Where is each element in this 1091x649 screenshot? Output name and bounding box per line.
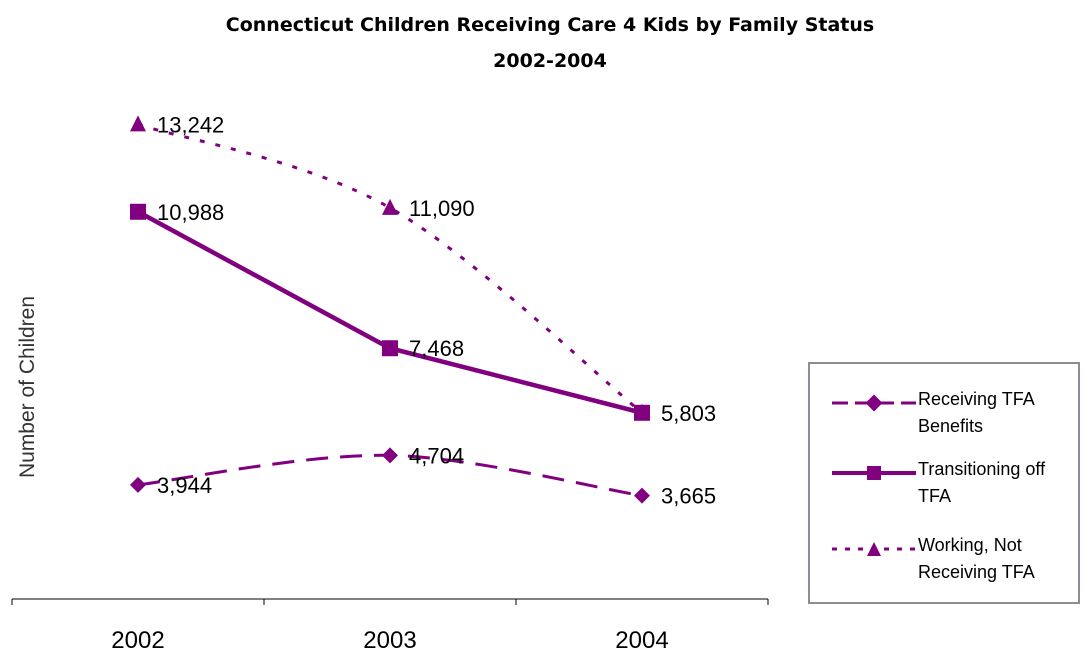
legend-swatch-working-not-receiving (832, 542, 916, 556)
data-point-diamond (382, 447, 398, 464)
data-label: 7,468 (409, 336, 464, 361)
series-line-2 (136, 209, 643, 415)
data-point-triangle (130, 115, 146, 132)
data-point-triangle (382, 198, 398, 215)
legend: Receiving TFA Benefits Transitioning off… (808, 362, 1080, 604)
legend-item-working-not-receiving: Working, Not Receiving TFA (810, 532, 1078, 588)
legend-label-working-not-receiving: Working, Not Receiving TFA (918, 535, 1035, 582)
legend-label-receiving-tfa: Receiving TFA Benefits (918, 389, 1034, 436)
data-point-triangle (634, 403, 650, 420)
chart-subtitle: 2002-2004 (493, 50, 607, 72)
data-point-diamond (634, 487, 650, 504)
data-point-diamond (130, 476, 146, 493)
legend-swatch-receiving-tfa (832, 394, 916, 412)
legend-item-receiving-tfa: Receiving TFA Benefits (810, 386, 1078, 442)
data-label: 10,988 (157, 200, 224, 225)
legend-swatch-transitioning-off-tfa (832, 466, 916, 480)
x-tick-label: 2002 (111, 627, 164, 649)
legend-item-transitioning-off-tfa: Transitioning off TFA (810, 456, 1078, 512)
data-label: 3,944 (157, 473, 212, 498)
legend-label-transitioning-off-tfa: Transitioning off TFA (918, 459, 1046, 506)
data-label: 3,665 (661, 484, 716, 509)
data-label: 13,242 (157, 112, 224, 137)
data-label: 4,704 (409, 443, 464, 468)
series-line-3 (137, 122, 643, 414)
chart-title: Connecticut Children Receiving Care 4 Ki… (225, 14, 875, 36)
x-tick-label: 2003 (363, 627, 416, 649)
data-label: 5,803 (661, 401, 716, 426)
data-point-square (382, 340, 398, 357)
x-tick-label: 2004 (615, 627, 668, 649)
data-point-square (130, 203, 146, 220)
data-label: 11,090 (409, 196, 475, 221)
